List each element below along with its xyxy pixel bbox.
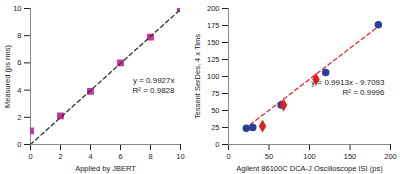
svg-text:2: 2 [58,152,62,161]
svg-text:0: 0 [226,152,230,161]
svg-text:100: 100 [207,72,220,81]
svg-text:0: 0 [17,140,21,149]
svg-text:R² = 0.9996: R² = 0.9996 [342,88,385,97]
svg-text:6: 6 [118,152,122,161]
svg-text:150: 150 [344,152,357,161]
svg-text:10: 10 [176,152,184,161]
svg-text:4: 4 [17,86,21,95]
svg-text:0: 0 [28,152,32,161]
svg-text:y = 0.9927x: y = 0.9927x [133,76,175,85]
svg-text:75: 75 [211,89,219,98]
svg-text:200: 200 [207,4,220,13]
svg-text:Agilent 86100C DCA-J Oscillosc: Agilent 86100C DCA-J Oscilloscope ISI (p… [236,164,383,173]
svg-text:Applied by JBERT: Applied by JBERT [75,164,136,173]
svg-text:125: 125 [207,55,220,64]
svg-text:2: 2 [17,113,21,122]
svg-text:50: 50 [211,106,219,115]
svg-text:Measured (ps rms): Measured (ps rms) [3,45,12,108]
svg-text:6: 6 [17,58,21,67]
svg-text:10: 10 [13,4,21,13]
svg-text:4: 4 [88,152,92,161]
svg-text:Tessent SerDes, 4 x Tims: Tessent SerDes, 4 x Tims [193,34,202,119]
svg-text:200: 200 [384,152,397,161]
svg-text:50: 50 [265,152,273,161]
svg-text:0: 0 [215,140,219,149]
svg-text:25: 25 [211,123,219,132]
svg-text:R² = 0.9828: R² = 0.9828 [132,86,175,95]
svg-text:150: 150 [207,38,220,47]
svg-text:8: 8 [148,152,152,161]
svg-text:175: 175 [207,21,220,30]
svg-text:100: 100 [303,152,316,161]
svg-text:y = 0.9913x - 9.7093: y = 0.9913x - 9.7093 [311,78,385,87]
svg-text:8: 8 [17,31,21,40]
